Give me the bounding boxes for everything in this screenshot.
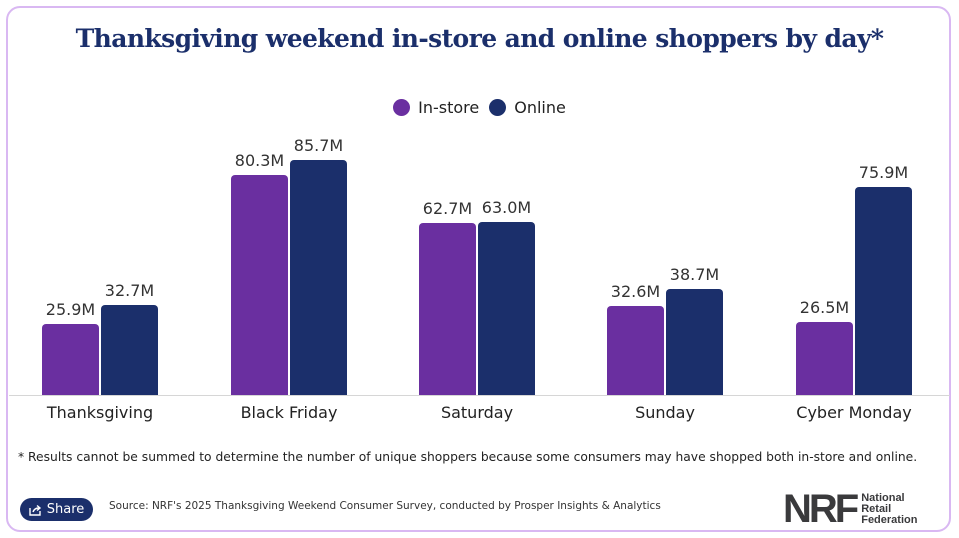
- data-label: 25.9M: [45, 300, 96, 320]
- logo-line: Retail: [861, 502, 892, 515]
- category-label: Cyber Monday: [796, 403, 912, 422]
- data-label: 80.3M: [234, 150, 285, 170]
- online-swatch-icon: [489, 99, 507, 116]
- category-label: Thanksgiving: [46, 403, 154, 422]
- data-label: 85.7M: [293, 136, 344, 156]
- category-label: Sunday: [635, 403, 695, 422]
- data-label: 63.0M: [481, 198, 532, 218]
- bar-online: [101, 305, 158, 395]
- share-icon: [29, 504, 41, 516]
- bar-online: [290, 160, 347, 395]
- share-label: Share: [46, 502, 85, 517]
- legend-label: Online: [514, 98, 566, 117]
- chart-title: Thanksgiving weekend in-store and online…: [75, 24, 884, 53]
- bar-in-store: [796, 322, 853, 395]
- share-button[interactable]: Share: [20, 498, 93, 521]
- bar-online: [855, 187, 912, 395]
- bar-in-store: [231, 174, 288, 395]
- legend-item-in-store: In-store: [393, 98, 479, 117]
- category-label: Black Friday: [240, 403, 338, 422]
- nrf-logo: NRF National Retail Federation: [783, 487, 918, 531]
- data-label: 62.7M: [422, 199, 473, 219]
- bar-in-store: [419, 223, 476, 395]
- data-label: 32.6M: [610, 281, 661, 301]
- logo-text: National Retail Federation: [861, 491, 918, 526]
- logo-line: National: [861, 491, 905, 504]
- bar-online: [666, 288, 723, 395]
- x-axis-line: [9, 395, 950, 396]
- data-label: 32.7M: [104, 281, 155, 301]
- logo-line: Federation: [861, 513, 918, 526]
- bar-online: [478, 222, 535, 395]
- legend: In-store Online: [0, 98, 959, 117]
- in-store-swatch-icon: [393, 99, 411, 116]
- legend-label: In-store: [418, 98, 480, 117]
- bar-in-store: [42, 324, 99, 395]
- data-label: 75.9M: [858, 163, 909, 183]
- bar-in-store: [607, 305, 664, 395]
- data-label: 26.5M: [799, 298, 850, 318]
- source-note: Source: NRF's 2025 Thanksgiving Weekend …: [109, 500, 661, 512]
- logo-mark: NRF: [783, 487, 859, 531]
- data-label: 38.7M: [669, 264, 720, 284]
- category-label: Saturday: [440, 403, 514, 422]
- footnote: * Results cannot be summed to determine …: [18, 450, 918, 464]
- legend-item-online: Online: [489, 98, 566, 117]
